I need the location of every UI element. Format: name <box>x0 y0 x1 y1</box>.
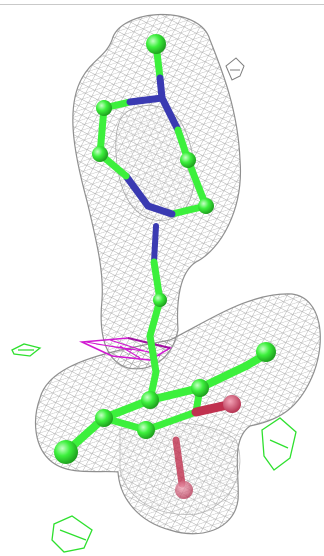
carbon-atom <box>153 293 167 307</box>
carbon-atom <box>191 379 209 397</box>
carbon-atom <box>137 421 155 439</box>
oxygen-atom <box>223 395 241 413</box>
molecule-atoms <box>54 34 276 499</box>
carbon-atom <box>256 342 276 362</box>
carbon-atom <box>141 391 159 409</box>
carbon-atom <box>180 152 196 168</box>
top-border <box>0 4 324 5</box>
carbon-atom <box>95 409 113 427</box>
carbon-atom <box>146 34 166 54</box>
carbon-atom <box>54 440 78 464</box>
stray-mesh-gray <box>225 57 245 81</box>
oxygen-atom <box>175 481 193 499</box>
carbon-atom <box>96 100 112 116</box>
carbon-atom <box>198 198 214 214</box>
stray-mesh-green <box>11 343 297 553</box>
carbon-atom <box>92 146 108 162</box>
